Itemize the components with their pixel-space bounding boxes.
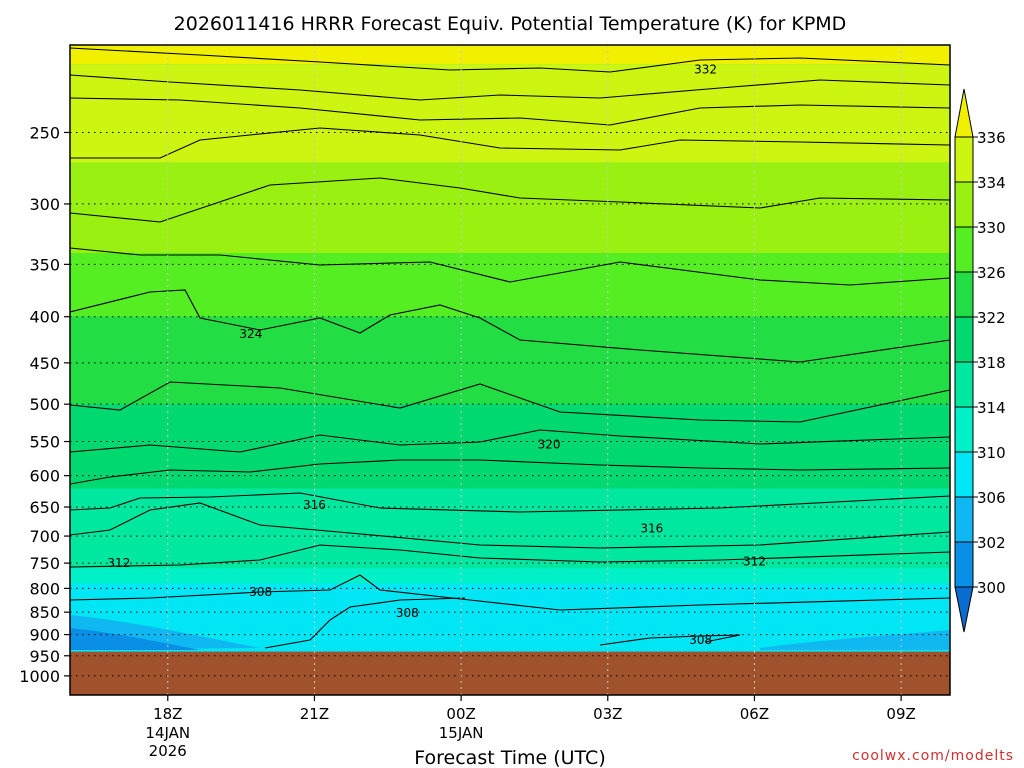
colorbar-segment [954, 361, 974, 408]
x-tick-label: 06Z [740, 705, 769, 723]
contour-label: 308 [689, 633, 712, 647]
y-tick-label: 750 [29, 554, 60, 573]
color-band [70, 628, 200, 650]
y-tick-label: 400 [29, 308, 60, 327]
contour-line [70, 47, 950, 73]
x-axis-label: Forecast Time (UTC) [414, 747, 605, 768]
contour-line [264, 597, 466, 649]
y-tick-label: 850 [29, 603, 60, 622]
contour-line [70, 381, 950, 423]
colorbar-label: 322 [977, 309, 1006, 327]
plot-area: 332 324 320 316 316 312 312 308 308 308 [70, 45, 950, 695]
contour-label: 332 [694, 63, 717, 77]
colorbar-segment [954, 136, 974, 183]
y-tick-label: 450 [29, 354, 60, 373]
colorbar-label: 336 [977, 129, 1006, 147]
contour-line [70, 247, 950, 286]
y-tick-label: 250 [29, 123, 60, 142]
colorbar-label: 310 [977, 444, 1006, 462]
contour-line [70, 127, 950, 159]
color-band [70, 252, 950, 317]
x-tick-label: 00Z [446, 705, 475, 723]
contour-labels: 332 324 320 316 316 312 312 308 308 308 [107, 63, 765, 647]
contour-label: 316 [303, 498, 326, 512]
contour-line [70, 97, 950, 126]
colorbar-label: 318 [977, 354, 1006, 372]
credit-text: coolwx.com/modelts [852, 748, 1014, 764]
x-tick-label: 21Z [300, 705, 329, 723]
contour-line [599, 634, 741, 646]
colorbar-cap-top [954, 88, 974, 138]
colorbar-cap-bottom [954, 586, 974, 633]
colorbar-label: 302 [977, 534, 1006, 552]
x-tick-year: 2026 [149, 742, 187, 760]
y-tick-label: 600 [29, 467, 60, 486]
colorbar-label: 326 [977, 264, 1006, 282]
x-tick-date: 14JAN [145, 724, 190, 742]
colorbar-segment [954, 496, 974, 543]
color-band [70, 568, 950, 584]
color-band [760, 630, 950, 650]
color-band [70, 316, 950, 405]
colorbar-label: 300 [977, 579, 1006, 597]
colorbar-segment [954, 451, 974, 498]
y-tick-label: 500 [29, 395, 60, 414]
colorbar-label: 306 [977, 489, 1006, 507]
y-tick-label: 550 [29, 433, 60, 452]
colorbar-segment [954, 271, 974, 318]
y-tick-label: 950 [29, 647, 60, 666]
color-band [70, 64, 950, 163]
colorbar-label: 334 [977, 174, 1006, 192]
contour-line [70, 544, 950, 568]
color-band [70, 404, 950, 489]
contour-line [70, 459, 950, 485]
color-band [70, 488, 950, 569]
contour-line [70, 502, 950, 549]
colorbar-segment [954, 226, 974, 273]
contour-line [70, 492, 950, 513]
chart-title: 2026011416 HRRR Forecast Equiv. Potentia… [174, 13, 847, 35]
y-tick-label: 300 [29, 195, 60, 214]
contour-line [70, 289, 950, 363]
color-bands [70, 45, 950, 695]
y-tick-label: 700 [29, 527, 60, 546]
grid-lines [70, 45, 950, 695]
plot-frame [69, 44, 951, 696]
contour-label: 320 [538, 437, 561, 451]
contour-label: 324 [239, 327, 262, 341]
y-axis: 250 300 350 400 450 500 550 600 650 700 750 800 850 9… [19, 123, 70, 686]
y-tick-label: 350 [29, 255, 60, 274]
contour-label: 308 [396, 606, 419, 620]
x-tick-date: 15JAN [439, 724, 484, 742]
contour-lines [70, 47, 950, 649]
color-band [70, 162, 950, 253]
contour-label: 312 [107, 556, 130, 570]
colorbar: 336 334 330 326 322 318 314 310 306 302 300 [954, 88, 1006, 633]
contour-line [70, 74, 950, 101]
ground-surface [70, 651, 950, 695]
colorbar-segment [954, 316, 974, 363]
y-tick-label: 1000 [19, 667, 60, 686]
x-tick-label: 09Z [886, 705, 915, 723]
colorbar-segment [954, 406, 974, 453]
colorbar-segment [954, 181, 974, 228]
y-tick-label: 800 [29, 579, 60, 598]
contour-label: 312 [743, 555, 766, 569]
color-band [70, 45, 950, 65]
colorbar-label: 314 [977, 399, 1006, 417]
contour-line [70, 429, 950, 453]
contour-label: 308 [249, 585, 272, 599]
y-tick-label: 650 [29, 498, 60, 517]
x-tick-label: 03Z [593, 705, 622, 723]
colorbar-label: 330 [977, 219, 1006, 237]
colorbar-segment [954, 541, 974, 588]
y-tick-label: 900 [29, 626, 60, 645]
x-tick-label: 18Z [153, 705, 182, 723]
contour-line [70, 574, 950, 611]
contour-label: 316 [640, 522, 663, 536]
